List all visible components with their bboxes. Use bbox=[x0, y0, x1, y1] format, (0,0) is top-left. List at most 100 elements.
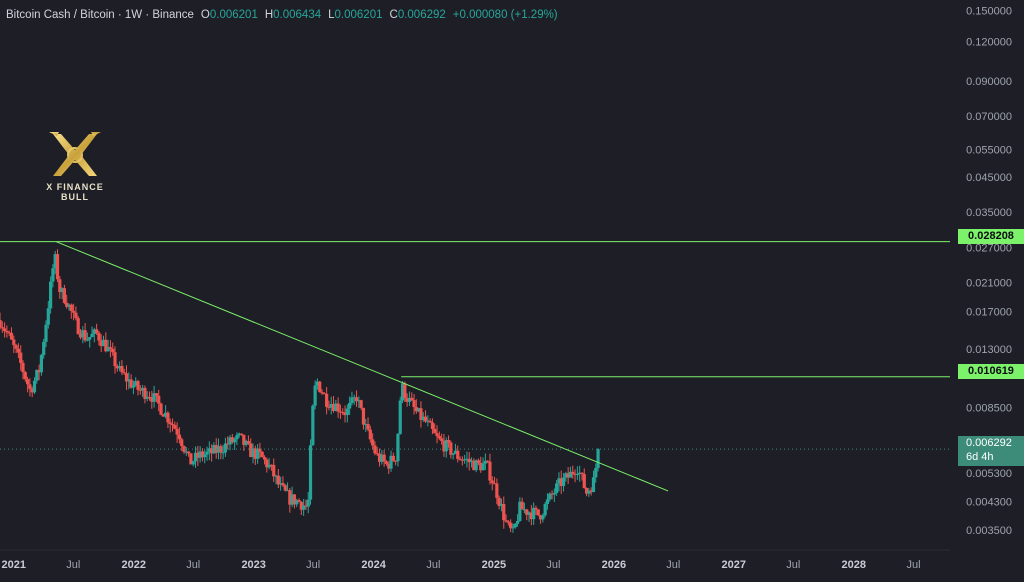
candle-body bbox=[74, 312, 78, 319]
candle-body bbox=[0, 320, 2, 328]
candle-body bbox=[529, 512, 533, 520]
candle-body bbox=[81, 330, 85, 338]
x-tick-label: Jul bbox=[186, 559, 200, 571]
candle-body bbox=[302, 505, 306, 510]
candle-body bbox=[295, 500, 299, 505]
candle-body bbox=[198, 451, 202, 458]
candle-body bbox=[527, 512, 531, 515]
candle-body bbox=[230, 437, 234, 443]
trendline bbox=[56, 241, 669, 492]
candle-body bbox=[272, 464, 276, 477]
candle-body bbox=[566, 473, 570, 478]
candle-body bbox=[78, 334, 83, 338]
candle-body bbox=[515, 520, 520, 524]
candle-body bbox=[582, 474, 586, 488]
candle-body bbox=[451, 453, 455, 455]
candle-body bbox=[396, 433, 400, 462]
open-label: O bbox=[200, 9, 210, 21]
resistance-high-tag: 0.028208 bbox=[958, 229, 1024, 244]
y-tick-label: 0.055000 bbox=[966, 144, 1012, 156]
candle-body bbox=[589, 490, 593, 492]
y-tick-label: 0.035000 bbox=[966, 207, 1012, 219]
candle-body bbox=[444, 440, 448, 452]
candle-body bbox=[274, 475, 278, 477]
candle-body bbox=[449, 442, 453, 455]
candle-body bbox=[499, 504, 504, 506]
candle-body bbox=[283, 485, 287, 491]
candle-body bbox=[51, 268, 55, 282]
candle-body bbox=[3, 328, 7, 332]
candle-body bbox=[138, 389, 142, 391]
candle-body bbox=[474, 460, 478, 471]
candle-body bbox=[548, 493, 552, 500]
candle-body bbox=[53, 254, 57, 269]
y-tick-label: 0.005300 bbox=[966, 468, 1012, 480]
candle-body bbox=[164, 412, 168, 417]
y-tick-label: 0.027000 bbox=[966, 243, 1012, 255]
candle-body bbox=[350, 397, 354, 403]
candle-body bbox=[306, 499, 310, 507]
candle-body bbox=[518, 501, 522, 521]
candle-body bbox=[492, 483, 497, 485]
candle-body bbox=[472, 460, 476, 471]
symbol-title: Bitcoin Cash / Bitcoin · 1W · Binance bbox=[6, 9, 194, 21]
candle-body bbox=[426, 420, 430, 422]
candle-body bbox=[311, 405, 315, 446]
candle-body bbox=[460, 459, 464, 461]
candle-body bbox=[366, 423, 370, 430]
candle-body bbox=[568, 471, 573, 478]
candle-body bbox=[318, 381, 322, 393]
candle-body bbox=[391, 455, 395, 461]
candle-body bbox=[412, 400, 416, 408]
candle-body bbox=[522, 509, 527, 511]
y-tick-label: 0.021000 bbox=[966, 277, 1012, 289]
candle-body bbox=[580, 472, 584, 475]
candle-body bbox=[458, 458, 462, 460]
candle-body bbox=[419, 408, 423, 420]
candle-body bbox=[387, 463, 391, 469]
candle-body bbox=[37, 369, 41, 373]
candle-body bbox=[442, 440, 446, 452]
candle-body bbox=[322, 393, 326, 395]
candle-body bbox=[555, 483, 559, 493]
candle-body bbox=[506, 521, 510, 523]
candle-body bbox=[9, 332, 14, 340]
candle-body bbox=[469, 460, 474, 463]
candle-body bbox=[453, 450, 458, 454]
candle-body bbox=[23, 372, 27, 380]
candle-body bbox=[196, 452, 200, 458]
candle-body bbox=[143, 387, 147, 399]
x-tick-label: 2024 bbox=[361, 559, 386, 571]
candle-body bbox=[417, 408, 421, 412]
candle-body bbox=[235, 435, 239, 440]
candle-body bbox=[559, 478, 563, 487]
candle-body bbox=[313, 385, 317, 406]
candle-body bbox=[435, 433, 439, 437]
candle-body bbox=[377, 453, 382, 462]
candle-body bbox=[256, 448, 260, 459]
candle-body bbox=[88, 337, 92, 340]
candle-body bbox=[72, 310, 76, 313]
open-value: 0.006201 bbox=[209, 9, 258, 21]
x-tick-label: 2022 bbox=[122, 559, 146, 571]
candle-body bbox=[242, 434, 246, 445]
candle-body bbox=[166, 412, 170, 423]
candle-body bbox=[62, 288, 67, 303]
candle-body bbox=[161, 414, 165, 417]
candle-body bbox=[545, 499, 550, 504]
candle-body bbox=[189, 453, 193, 465]
candle-body bbox=[483, 460, 487, 464]
candle-body bbox=[30, 388, 34, 393]
x-tick-label: Jul bbox=[546, 559, 560, 571]
candle-body bbox=[265, 459, 269, 468]
candle-body bbox=[184, 451, 188, 453]
candle-body bbox=[536, 509, 540, 516]
candle-body bbox=[44, 324, 48, 342]
candle-body bbox=[251, 448, 255, 457]
candle-body bbox=[334, 403, 338, 411]
high-label: H bbox=[264, 9, 274, 21]
x-logo-icon bbox=[49, 132, 101, 176]
bar-countdown: 6d 4h bbox=[966, 451, 994, 463]
candle-body bbox=[430, 422, 435, 430]
